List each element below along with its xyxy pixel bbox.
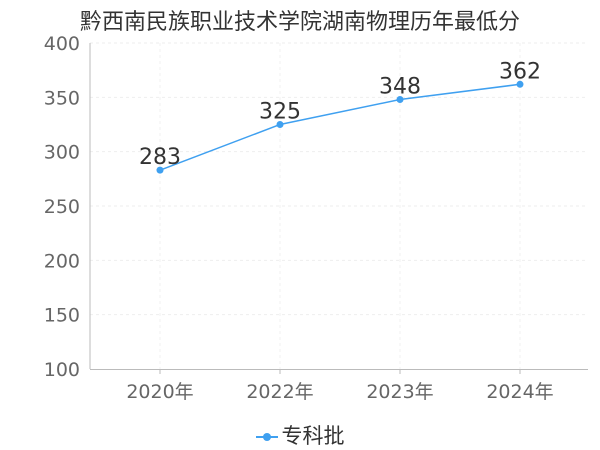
legend-line-marker-icon	[255, 432, 278, 442]
y-tick-label-150: 150	[44, 305, 80, 327]
legend[interactable]: 专科批	[0, 420, 600, 450]
series-layer	[156, 80, 524, 174]
data-point-0-3	[516, 80, 524, 88]
y-tick-label-400: 400	[44, 33, 80, 55]
data-labels: 283 325 348 362	[139, 59, 541, 170]
x-tick-label-2: 2023年	[366, 381, 433, 403]
x-axis-tick-labels: 2020年 2022年 2023年 2024年	[126, 381, 553, 403]
data-label-0-1: 325	[259, 100, 301, 125]
gridlines	[90, 42, 588, 369]
series-line-0	[159, 83, 521, 171]
legend-label: 专科批	[281, 424, 345, 448]
y-tick-label-200: 200	[44, 250, 80, 272]
data-point-0-1	[276, 121, 284, 128]
y-tick-label-250: 250	[44, 196, 80, 218]
y-tick-label-350: 350	[44, 87, 80, 109]
data-point-0-0	[156, 166, 164, 174]
data-label-0-2: 348	[379, 75, 421, 100]
x-tick-label-1: 2022年	[246, 381, 313, 403]
y-axis-tick-labels: 100 150 200 250 300 350 400	[44, 33, 80, 381]
data-point-0-2	[396, 96, 404, 104]
data-label-0-0: 283	[139, 145, 181, 170]
axes	[89, 43, 588, 374]
y-tick-label-100: 100	[44, 359, 80, 381]
chart-title: 黔西南民族职业技术学院湖南物理历年最低分	[79, 10, 520, 35]
x-tick-label-0: 2020年	[126, 381, 193, 403]
data-label-0-3: 362	[499, 59, 541, 84]
y-tick-label-300: 300	[44, 142, 80, 164]
x-tick-label-3: 2024年	[486, 381, 553, 403]
